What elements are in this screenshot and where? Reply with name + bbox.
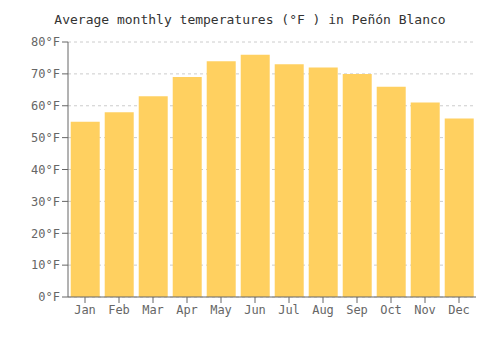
svg-text:May: May — [210, 303, 232, 317]
svg-text:80°F: 80°F — [31, 35, 60, 49]
svg-text:Oct: Oct — [380, 303, 402, 317]
svg-text:Aug: Aug — [312, 303, 334, 317]
svg-text:40°F: 40°F — [31, 163, 60, 177]
html-text:Average monthly temperatures (: Average monthly temperatures (°F ) in Pe… — [54, 12, 446, 27]
svg-text:Nov: Nov — [414, 303, 436, 317]
svg-text:50°F: 50°F — [31, 131, 60, 145]
svg-text:Jan: Jan — [74, 303, 96, 317]
svg-text:10°F: 10°F — [31, 258, 60, 272]
svg-text:70°F: 70°F — [31, 67, 60, 81]
svg-text:0°F: 0°F — [38, 290, 60, 304]
svg-text:Jun: Jun — [244, 303, 266, 317]
svg-text:Mar: Mar — [142, 303, 164, 317]
svg-text:Sep: Sep — [346, 303, 368, 317]
svg-text:Feb: Feb — [108, 303, 130, 317]
svg-text:30°F: 30°F — [31, 195, 60, 209]
svg-text:60°F: 60°F — [31, 99, 60, 113]
svg-text:Apr: Apr — [176, 303, 198, 317]
svg-text:20°F: 20°F — [31, 227, 60, 241]
svg-text:Jul: Jul — [278, 303, 300, 317]
svg-text:Dec: Dec — [448, 303, 470, 317]
